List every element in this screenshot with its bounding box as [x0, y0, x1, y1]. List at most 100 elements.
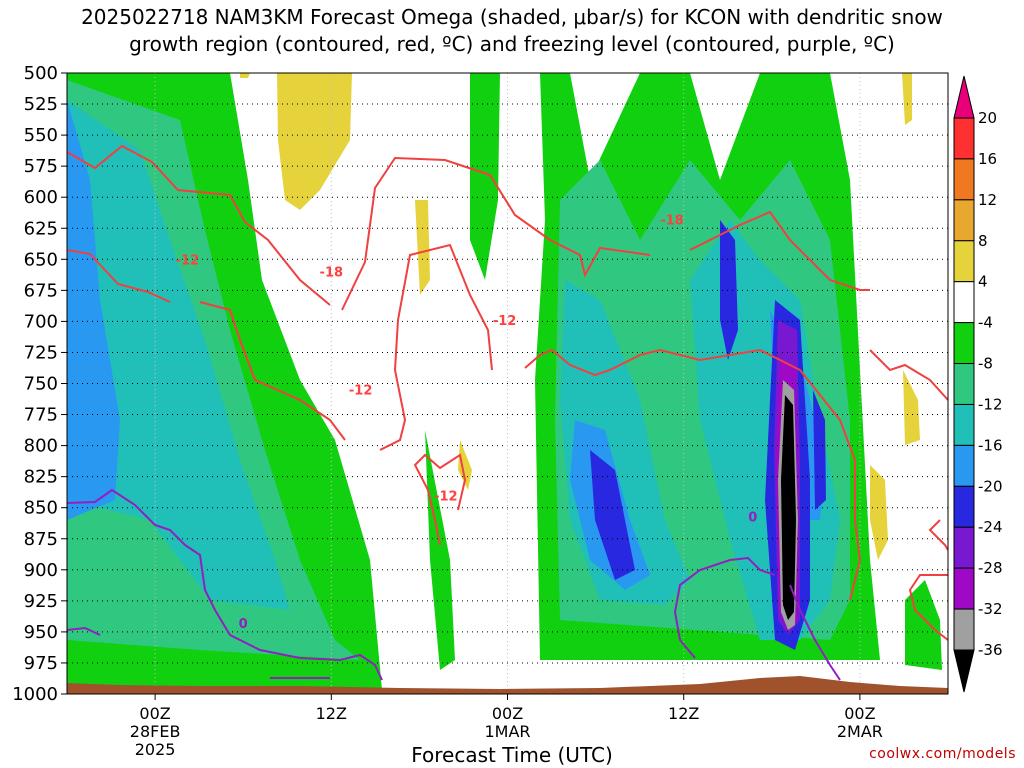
y-tick-label-13: 825 — [24, 467, 58, 488]
temperature-contours — [67, 144, 948, 681]
contour-label-1: -18 — [320, 266, 344, 281]
red-contour-3 — [67, 249, 171, 303]
y-tick-label-19: 975 — [24, 653, 58, 674]
y-tick-label-1: 525 — [24, 94, 58, 115]
y-tick-label-9: 725 — [24, 342, 58, 363]
red-contour-2 — [689, 210, 870, 291]
colorbar-bin-4 — [953, 240, 975, 283]
y-tick-label-20: 1000 — [12, 684, 58, 705]
contour-label-2: -12 — [349, 384, 373, 399]
purple-contour-0 — [67, 488, 383, 681]
red-contour-9 — [928, 519, 948, 551]
omega-region-22 — [415, 200, 430, 295]
red-contour-1 — [341, 156, 651, 311]
colorbar-bin-2 — [953, 158, 975, 201]
y-tick-label-16: 900 — [24, 560, 58, 581]
terrain — [67, 676, 948, 694]
omega-region-25 — [902, 73, 912, 125]
colorbar-bin-6 — [953, 322, 975, 365]
colorbar-bin-7 — [953, 363, 975, 405]
red-contour-7 — [413, 453, 467, 546]
y-tick-label-10: 750 — [24, 374, 58, 395]
colorbar: 20 16 12 8 4 -4 -8 -12 -16 -20 -24 -28 -32 -36 — [953, 75, 1003, 693]
x-tick-label-4-0: 00Z — [844, 704, 875, 723]
y-tick-label-4: 600 — [24, 187, 58, 208]
chart-title-line1: 2025022718 NAM3KM Forecast Omega (shaded… — [81, 5, 943, 29]
colorbar-label-7: -12 — [978, 395, 1003, 413]
colorbar-label-3: 8 — [978, 232, 988, 250]
site-credit: coolwx.com/models — [869, 746, 1016, 762]
colorbar-bin-12 — [953, 567, 975, 610]
x-tick-label-2-0: 00Z — [492, 704, 523, 723]
omega-region-4 — [905, 580, 942, 670]
contour-label-3: -12 — [493, 314, 517, 329]
contour-labels: -12 -18 -12 -12 -12 -18 0 0 — [176, 214, 758, 633]
x-tick-label-0-1: 28FEB — [130, 722, 181, 741]
purple-contour-4 — [789, 584, 841, 681]
colorbar-label-2: 12 — [978, 191, 997, 209]
x-axis-label: Forecast Time (UTC) — [411, 743, 613, 767]
red-contour-10 — [908, 574, 948, 641]
omega-region-27 — [240, 73, 250, 78]
colorbar-label-8: -16 — [978, 436, 1003, 454]
red-contour-0 — [67, 144, 331, 306]
y-tick-label-5: 625 — [24, 218, 58, 239]
colorbar-label-13: -36 — [978, 641, 1003, 659]
y-tick-label-12: 800 — [24, 436, 58, 457]
colorbar-bin-9 — [953, 444, 975, 487]
contour-label-7: 0 — [748, 510, 757, 525]
colorbar-label-4: 4 — [978, 273, 988, 291]
colorbar-bin-10 — [953, 485, 975, 528]
red-contour-8 — [869, 349, 948, 401]
omega-region-7 — [67, 100, 290, 610]
x-tick-label-3-0: 12Z — [668, 704, 699, 723]
colorbar-label-9: -20 — [978, 477, 1003, 495]
x-tick-label-1-0: 12Z — [316, 704, 347, 723]
omega-region-24 — [870, 465, 888, 560]
contour-label-4: -12 — [434, 489, 458, 504]
y-axis: 500 525 550 575 600 625 650 675 700 725 750 775 800 8… — [12, 63, 67, 705]
chart-title-line2: growth region (contoured, red, ºC) and f… — [129, 32, 895, 56]
red-contour-4 — [199, 301, 346, 441]
omega-region-23 — [458, 440, 472, 490]
colorbar-bin-3 — [953, 199, 975, 242]
omega-shading — [67, 73, 942, 690]
omega-region-16 — [813, 390, 826, 510]
colorbar-bin-1 — [953, 117, 975, 160]
purple-contour-1 — [67, 626, 101, 636]
y-tick-label-14: 850 — [24, 498, 58, 519]
omega-region-10 — [67, 100, 120, 520]
red-contour-6 — [524, 348, 862, 601]
y-tick-label-11: 775 — [24, 405, 58, 426]
colorbar-bin-11 — [953, 526, 975, 569]
y-tick-label-7: 675 — [24, 280, 58, 301]
x-tick-label-0-2: 2025 — [135, 740, 176, 759]
contour-label-6: 0 — [239, 617, 248, 632]
y-tick-label-17: 925 — [24, 591, 58, 612]
contour-label-5: -18 — [660, 214, 684, 229]
x-tick-label-2-1: 1MAR — [484, 722, 530, 741]
colorbar-bin-5 — [953, 281, 975, 324]
colorbar-label-0: 20 — [978, 109, 997, 127]
colorbar-label-6: -8 — [978, 355, 993, 373]
y-tick-label-8: 700 — [24, 311, 58, 332]
omega-region-3 — [425, 430, 455, 670]
colorbar-label-1: 16 — [978, 150, 997, 168]
y-tick-label-18: 950 — [24, 622, 58, 643]
red-contour-5 — [379, 243, 493, 451]
omega-region-26 — [903, 370, 920, 445]
x-tick-label-4-1: 2MAR — [837, 722, 883, 741]
omega-region-21 — [277, 73, 352, 210]
terrain-ground — [67, 676, 948, 694]
y-tick-label-0: 500 — [24, 63, 58, 84]
colorbar-label-12: -32 — [978, 600, 1003, 618]
colorbar-bottom-triangle — [953, 649, 975, 693]
purple-contour-3 — [673, 556, 776, 659]
omega-region-13 — [590, 450, 635, 580]
omega-region-20 — [781, 395, 796, 620]
colorbar-label-5: -4 — [978, 314, 993, 332]
colorbar-label-11: -28 — [978, 559, 1003, 577]
colorbar-label-10: -24 — [978, 518, 1003, 536]
